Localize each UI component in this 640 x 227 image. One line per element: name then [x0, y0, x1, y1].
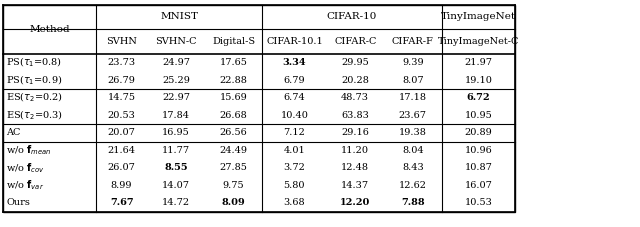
- Text: PS($\tau_1$=0.9): PS($\tau_1$=0.9): [6, 73, 63, 87]
- Text: 14.07: 14.07: [162, 181, 190, 190]
- Text: CIFAR-F: CIFAR-F: [392, 37, 434, 46]
- Text: 8.99: 8.99: [111, 181, 132, 190]
- Text: 48.73: 48.73: [341, 93, 369, 102]
- Text: 6.79: 6.79: [284, 76, 305, 85]
- Text: 10.40: 10.40: [280, 111, 308, 120]
- Text: 17.65: 17.65: [220, 58, 248, 67]
- Text: ES($\tau_2$=0.3): ES($\tau_2$=0.3): [6, 109, 63, 122]
- Text: w/o $\mathbf{f}_{mean}$: w/o $\mathbf{f}_{mean}$: [6, 143, 52, 157]
- Text: 27.85: 27.85: [220, 163, 248, 172]
- Text: 3.72: 3.72: [284, 163, 305, 172]
- Text: 26.07: 26.07: [108, 163, 136, 172]
- Text: 14.37: 14.37: [341, 181, 369, 190]
- Text: 25.29: 25.29: [162, 76, 190, 85]
- Text: 19.38: 19.38: [399, 128, 427, 137]
- Text: 17.84: 17.84: [162, 111, 190, 120]
- Text: 22.97: 22.97: [162, 93, 190, 102]
- Text: 26.68: 26.68: [220, 111, 248, 120]
- Text: 26.56: 26.56: [220, 128, 248, 137]
- Text: 20.07: 20.07: [108, 128, 136, 137]
- Text: 23.73: 23.73: [108, 58, 136, 67]
- Text: 63.83: 63.83: [341, 111, 369, 120]
- Text: 21.97: 21.97: [465, 58, 492, 67]
- Text: TinyImageNet-C: TinyImageNet-C: [438, 37, 519, 46]
- Text: 7.12: 7.12: [284, 128, 305, 137]
- Text: 21.64: 21.64: [108, 146, 136, 155]
- Text: 8.09: 8.09: [221, 198, 246, 207]
- Text: Ours: Ours: [6, 198, 30, 207]
- Text: 14.75: 14.75: [108, 93, 136, 102]
- Text: 16.07: 16.07: [465, 181, 492, 190]
- Text: 20.89: 20.89: [465, 128, 492, 137]
- Text: ES($\tau_2$=0.2): ES($\tau_2$=0.2): [6, 91, 63, 104]
- Text: 8.43: 8.43: [402, 163, 424, 172]
- Text: 11.77: 11.77: [162, 146, 190, 155]
- Text: 22.88: 22.88: [220, 76, 248, 85]
- Text: 14.72: 14.72: [162, 198, 190, 207]
- Text: 19.10: 19.10: [465, 76, 492, 85]
- Text: w/o $\mathbf{f}_{cov}$: w/o $\mathbf{f}_{cov}$: [6, 161, 45, 175]
- Text: Method: Method: [29, 25, 70, 34]
- Text: 29.16: 29.16: [341, 128, 369, 137]
- Text: 3.68: 3.68: [284, 198, 305, 207]
- Text: 24.49: 24.49: [220, 146, 248, 155]
- Bar: [3, 5, 515, 212]
- Text: CIFAR-10.1: CIFAR-10.1: [266, 37, 323, 46]
- Text: 8.55: 8.55: [164, 163, 188, 172]
- Text: CIFAR-C: CIFAR-C: [334, 37, 376, 46]
- Text: 10.95: 10.95: [465, 111, 492, 120]
- Text: TinyImageNet: TinyImageNet: [441, 12, 516, 21]
- Text: 4.01: 4.01: [284, 146, 305, 155]
- Text: 12.20: 12.20: [340, 198, 371, 207]
- Text: 26.79: 26.79: [108, 76, 136, 85]
- Text: 9.75: 9.75: [223, 181, 244, 190]
- Text: PS($\tau_1$=0.8): PS($\tau_1$=0.8): [6, 56, 63, 69]
- Text: Digital-S: Digital-S: [212, 37, 255, 46]
- Text: 24.97: 24.97: [162, 58, 190, 67]
- Text: 12.48: 12.48: [341, 163, 369, 172]
- Text: 8.07: 8.07: [402, 76, 424, 85]
- Text: 7.67: 7.67: [110, 198, 133, 207]
- Text: SVHN-C: SVHN-C: [156, 37, 196, 46]
- Text: 16.95: 16.95: [162, 128, 190, 137]
- Text: 8.04: 8.04: [402, 146, 424, 155]
- Text: 10.87: 10.87: [465, 163, 492, 172]
- Text: 9.39: 9.39: [402, 58, 424, 67]
- Text: 10.53: 10.53: [465, 198, 492, 207]
- Text: 6.72: 6.72: [467, 93, 490, 102]
- Text: 11.20: 11.20: [341, 146, 369, 155]
- Text: SVHN: SVHN: [106, 37, 137, 46]
- Text: w/o $\mathbf{f}_{var}$: w/o $\mathbf{f}_{var}$: [6, 178, 45, 192]
- Text: 3.34: 3.34: [283, 58, 306, 67]
- Text: MNIST: MNIST: [160, 12, 198, 21]
- Text: 12.62: 12.62: [399, 181, 427, 190]
- Text: 15.69: 15.69: [220, 93, 248, 102]
- Text: 20.53: 20.53: [108, 111, 136, 120]
- Text: 29.95: 29.95: [341, 58, 369, 67]
- Text: 6.74: 6.74: [284, 93, 305, 102]
- Text: 7.88: 7.88: [401, 198, 424, 207]
- Text: AC: AC: [6, 128, 20, 137]
- Text: 23.67: 23.67: [399, 111, 427, 120]
- Text: 10.96: 10.96: [465, 146, 492, 155]
- Text: 20.28: 20.28: [341, 76, 369, 85]
- Text: 17.18: 17.18: [399, 93, 427, 102]
- Text: 5.80: 5.80: [284, 181, 305, 190]
- Text: CIFAR-10: CIFAR-10: [327, 12, 377, 21]
